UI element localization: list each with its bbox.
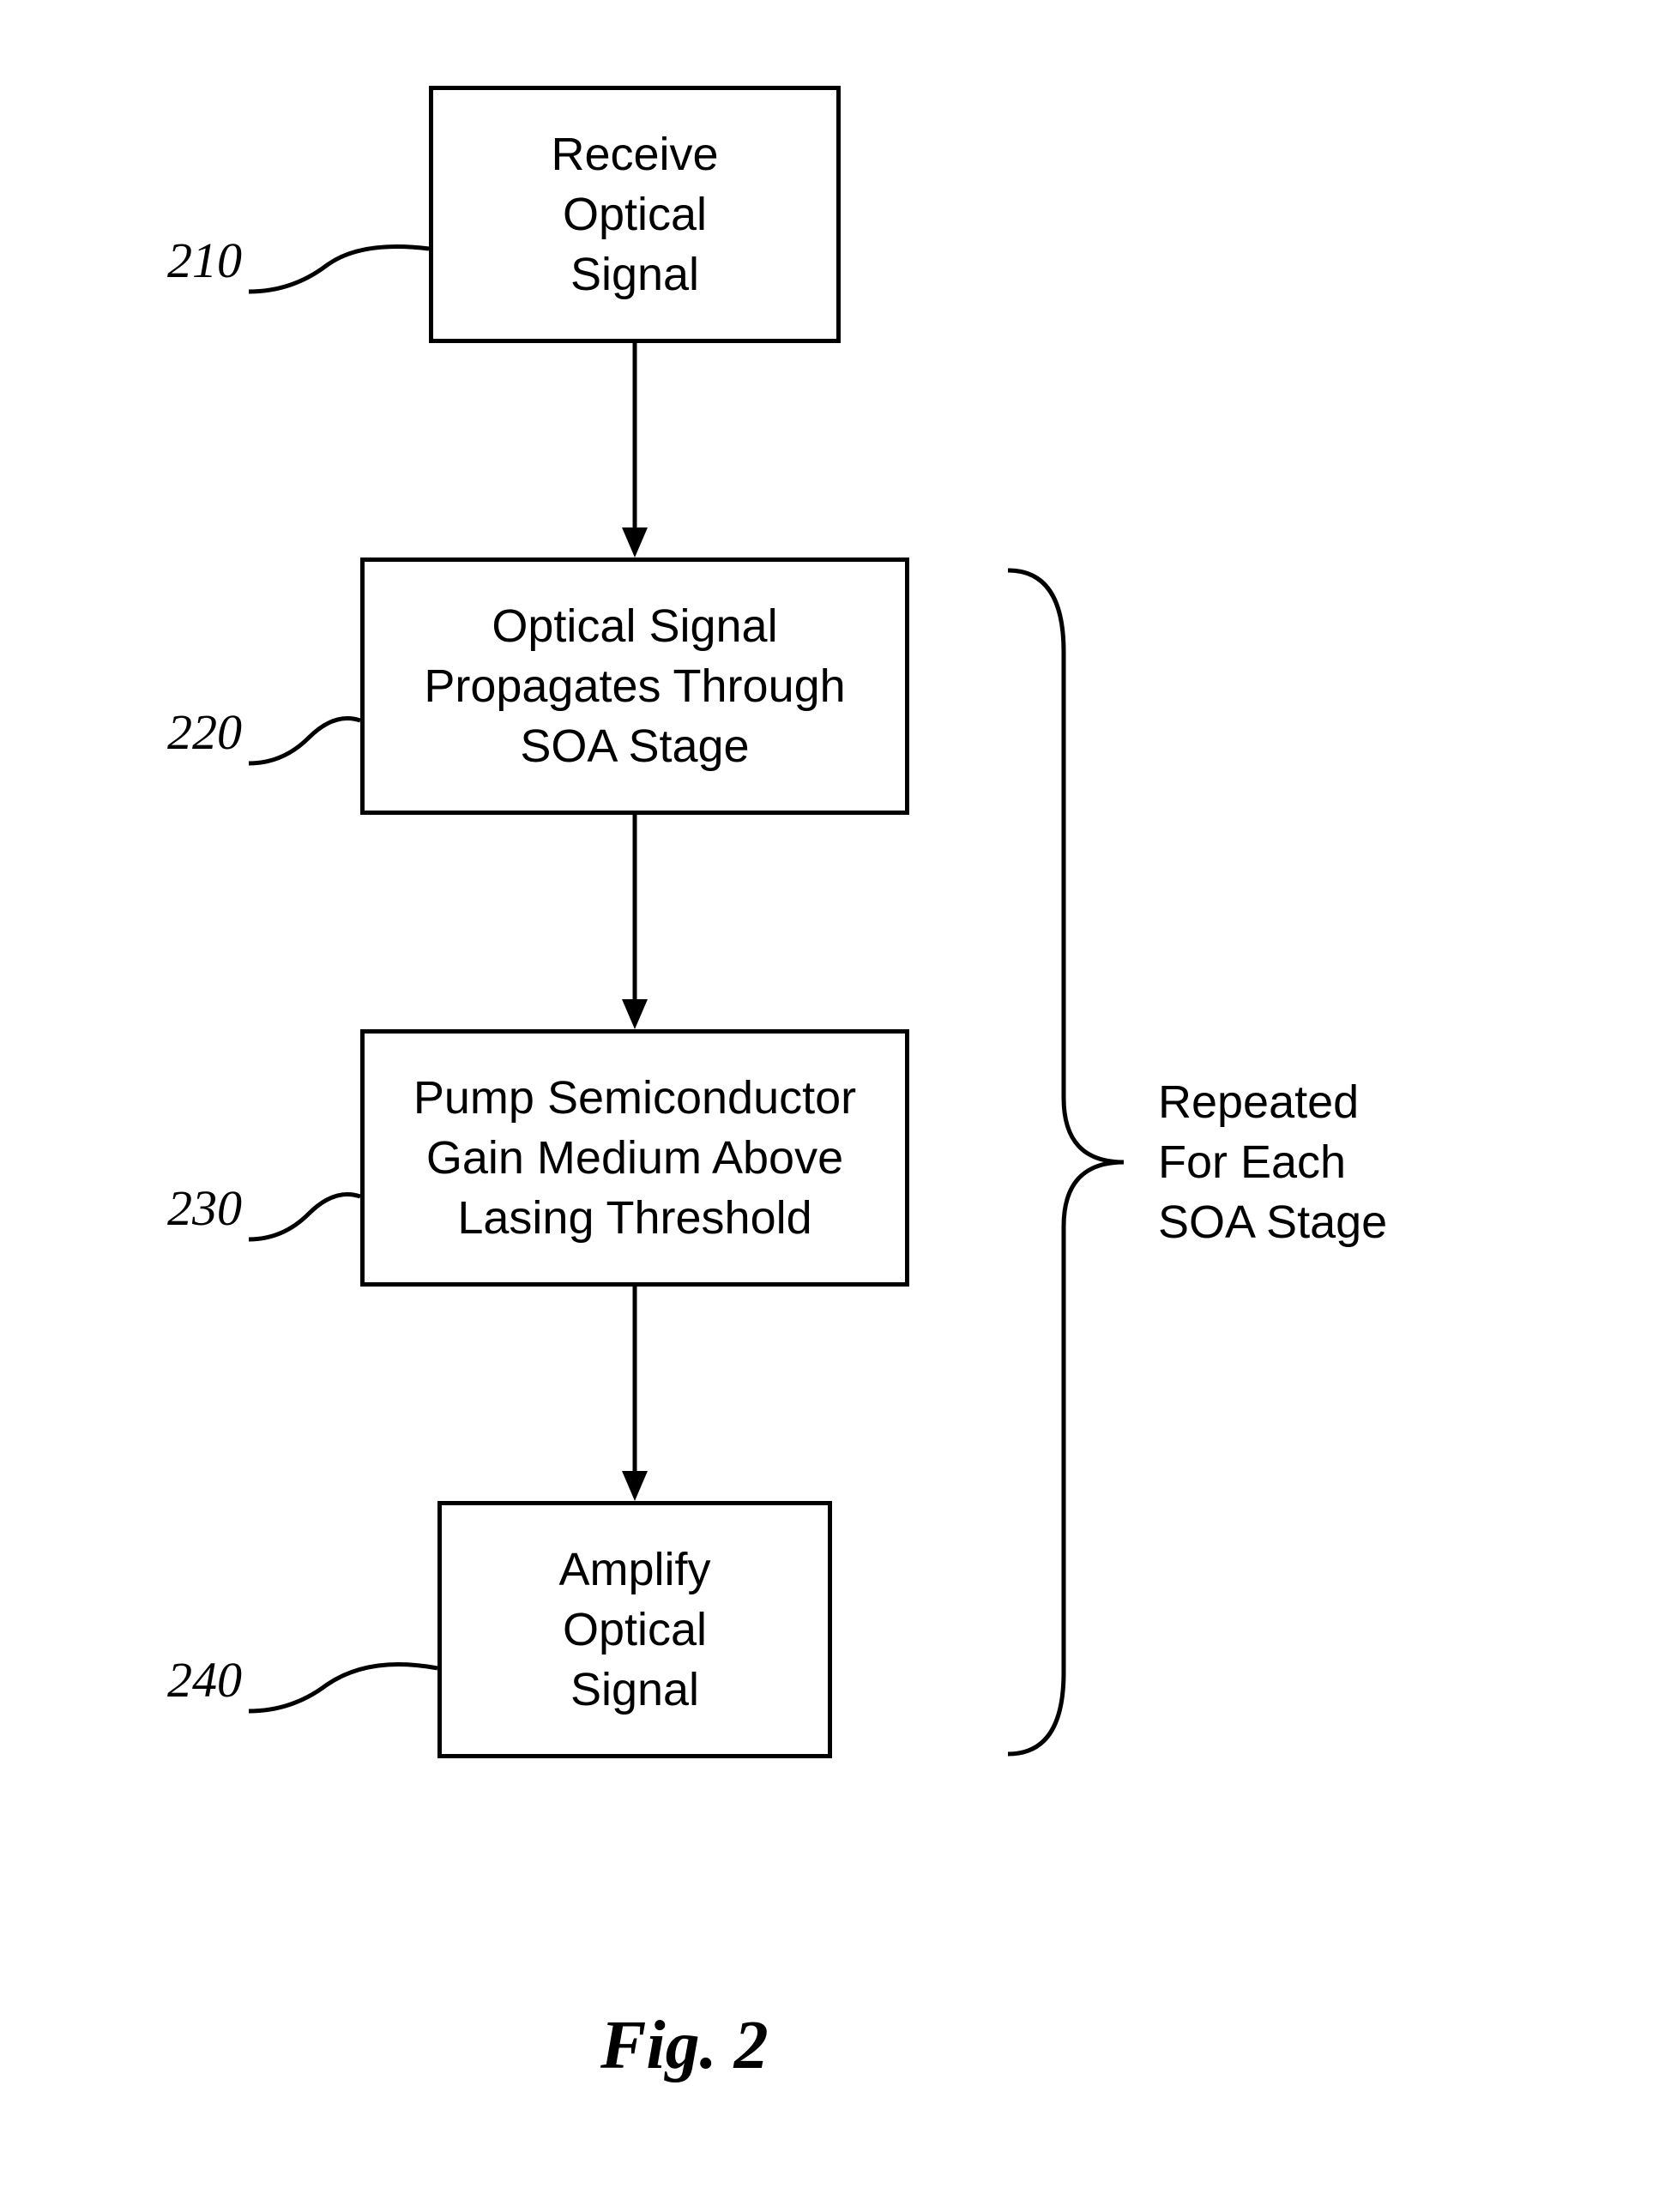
flow-box-amplify: AmplifyOpticalSignal: [437, 1501, 832, 1758]
arrow-1: [618, 343, 652, 566]
arrow-3: [618, 1287, 652, 1510]
lead-line-240: [249, 1642, 446, 1720]
flow-box-propagate: Optical SignalPropagates ThroughSOA Stag…: [360, 558, 909, 815]
ref-label-230: 230: [167, 1179, 242, 1237]
arrow-2: [618, 815, 652, 1038]
lead-line-230: [249, 1171, 369, 1248]
figure-label: Fig. 2: [600, 2007, 769, 2085]
box-text: Optical SignalPropagates ThroughSOA Stag…: [424, 596, 845, 777]
flowchart-diagram: ReceiveOpticalSignal 210 Optical SignalP…: [0, 86, 1653, 2058]
flow-box-receive: ReceiveOpticalSignal: [429, 86, 841, 343]
bracket-label: RepeatedFor EachSOA Stage: [1158, 1072, 1387, 1253]
lead-line-220: [249, 695, 369, 772]
box-text: AmplifyOpticalSignal: [558, 1540, 710, 1721]
ref-label-210: 210: [167, 232, 242, 289]
lead-line-210: [249, 223, 437, 300]
ref-label-240: 240: [167, 1651, 242, 1709]
box-text: Pump SemiconductorGain Medium AboveLasin…: [413, 1068, 856, 1249]
box-text: ReceiveOpticalSignal: [551, 124, 718, 305]
ref-label-220: 220: [167, 703, 242, 761]
curly-bracket: [1004, 566, 1132, 1758]
flow-box-pump: Pump SemiconductorGain Medium AboveLasin…: [360, 1029, 909, 1287]
